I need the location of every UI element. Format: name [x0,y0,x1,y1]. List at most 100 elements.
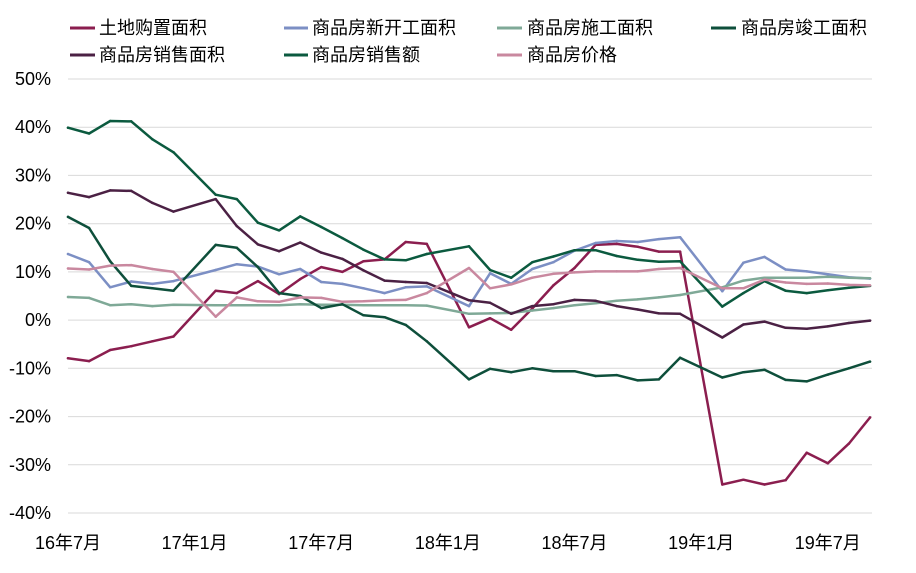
data-point [552,255,555,258]
data-point [763,278,766,281]
data-point [108,303,112,307]
data-point [362,300,365,303]
data-point [552,369,555,373]
data-point [277,291,281,295]
data-point [256,243,260,246]
data-point [573,298,576,302]
data-point [87,195,91,199]
data-point [214,193,217,196]
data-point [320,265,323,269]
data-point [678,250,682,253]
data-point [214,289,217,292]
data-point [467,326,471,329]
data-point [320,251,323,254]
x-tick-label: 16年7月 [35,533,101,553]
series-floor-space-under-construction [66,275,872,316]
x-tick-label: 17年7月 [288,533,354,553]
data-point [362,314,365,317]
data-point [531,304,534,308]
data-point [742,279,745,282]
data-point [362,260,365,263]
data-point [256,300,260,303]
data-point [636,308,640,311]
data-point [742,323,745,326]
data-point [615,373,618,377]
data-point [172,335,175,338]
data-point [404,298,407,302]
x-tick-label: 18年7月 [541,533,607,553]
data-point [467,304,471,308]
data-point [742,287,745,290]
data-point [531,260,534,264]
data-point [151,138,154,141]
data-point [404,323,407,327]
data-point [87,226,91,230]
data-point [868,319,872,322]
data-point [108,348,112,352]
data-point [298,296,302,299]
series-lines [66,119,872,486]
data-point [87,268,91,271]
legend: 土地购置面积 商品房新开工面积 商品房施工面积 商品房竣工面积 商品房销售面积 … [70,18,867,65]
data-point [826,282,830,285]
legend-label: 商品房销售面积 [99,45,225,65]
data-point [362,269,365,272]
data-point [805,282,808,286]
data-point [151,282,154,286]
data-point [847,283,851,287]
data-point [657,250,661,253]
data-point [678,266,682,270]
data-point [742,370,745,374]
data-point [235,262,239,266]
data-point [467,299,471,302]
data-point [341,270,344,274]
data-point [594,241,597,245]
data-point [130,120,133,123]
legend-item-new-construction-starts-area: 商品房新开工面积 [284,18,456,38]
legend-label: 土地购置面积 [99,18,207,38]
data-point [531,267,534,271]
data-point [868,276,872,280]
data-point [636,240,640,244]
data-point [531,307,534,310]
data-point [214,303,217,307]
data-point [657,296,661,299]
data-point [573,271,576,274]
data-point [678,312,682,316]
data-point [636,270,640,273]
series-line-completed-floor-space [66,215,872,383]
data-point [383,303,386,307]
data-point [108,286,112,289]
data-point [805,380,808,383]
legend-label: 商品房价格 [527,45,617,65]
data-point [826,373,830,376]
data-point [594,301,597,305]
series-line-land-purchase-area [66,240,872,486]
data-point [763,483,766,486]
x-tick-label: 18年1月 [415,533,481,553]
y-tick-label: 20% [15,214,51,234]
data-point [214,243,217,247]
data-point [657,237,661,241]
legend-item-floor-space-under-construction: 商品房施工面积 [497,18,653,38]
data-point [235,296,239,299]
data-point [594,299,597,303]
data-point [742,291,745,295]
data-point [256,221,260,224]
data-point [425,252,429,256]
data-point [573,369,576,373]
data-point [341,282,344,286]
data-point [636,298,640,301]
data-point [657,378,661,381]
y-axis-tick-labels: 50% 40% 30% 20% 10% 0% -10% -20% -30% -40% [9,69,51,523]
data-point [87,359,91,363]
data-point [320,306,323,310]
data-point [66,126,70,129]
data-point [404,286,407,289]
y-tick-label: 0% [25,310,51,330]
x-tick-label: 19年1月 [668,533,734,553]
x-axis-tick-labels: 16年7月 17年1月 17年7月 18年1月 18年7月 19年1月 19年7月 [35,533,861,553]
data-point [235,246,239,250]
data-point [847,286,851,290]
data-point [108,260,112,263]
